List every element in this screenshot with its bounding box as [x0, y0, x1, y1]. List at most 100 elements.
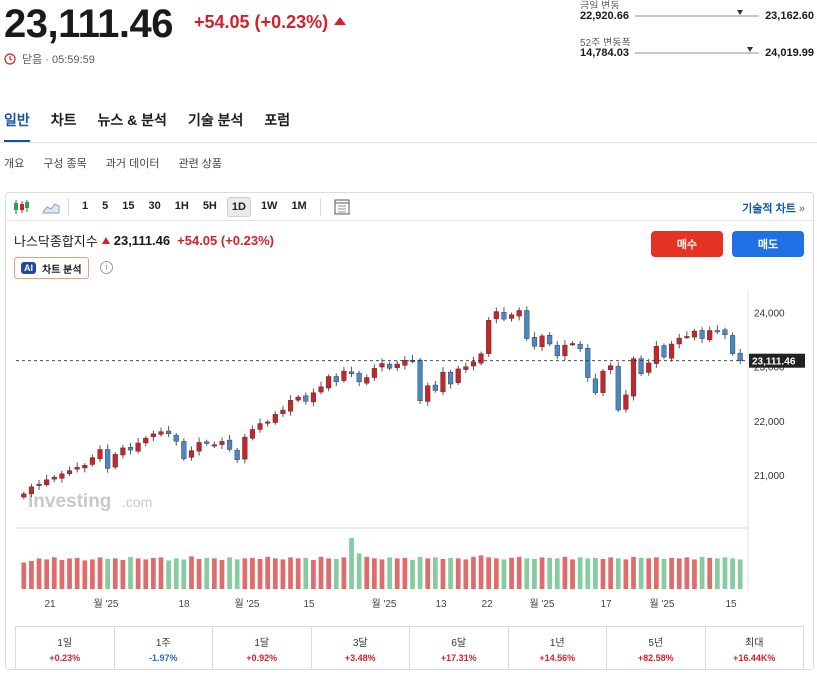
candle-body — [585, 348, 591, 378]
volume-bar — [21, 562, 27, 589]
volume-bar — [448, 557, 453, 589]
market-status: 닫음 · 05:59:59 — [4, 51, 95, 67]
tab-news-analysis[interactable]: 뉴스 & 분석 — [97, 112, 167, 128]
technical-chart-link[interactable]: 기술적 차트 » — [742, 200, 805, 216]
volume-bar — [714, 558, 720, 589]
volume-bar — [105, 558, 111, 589]
subtab-overview[interactable]: 개요 — [4, 158, 25, 170]
volume-bar — [97, 557, 103, 589]
performance-value: +3.48% — [344, 652, 376, 663]
volume-bar — [554, 558, 560, 589]
period-1m-button[interactable]: 1M — [291, 199, 307, 212]
up-arrow-icon — [101, 237, 110, 244]
volume-bar — [333, 558, 339, 589]
volume-bar — [509, 557, 514, 589]
subtab-related-products[interactable]: 관련 상품 — [178, 158, 222, 170]
period-5-button[interactable]: 5 — [102, 199, 109, 212]
period-1d-button[interactable]: 1D — [226, 196, 251, 217]
candle-body — [257, 423, 263, 430]
performance-cell[interactable]: 1일 +0.23% — [16, 627, 115, 669]
volume-bar — [486, 557, 492, 589]
period-30-button[interactable]: 30 — [148, 199, 161, 212]
candle-body — [310, 392, 316, 403]
candle-body — [303, 395, 309, 402]
volume-bar — [463, 559, 469, 589]
performance-cell[interactable]: 3달 +3.48% — [312, 627, 410, 669]
period-1h-button[interactable]: 1H — [174, 199, 189, 212]
candle-body — [356, 372, 362, 383]
volume-bar — [577, 557, 583, 589]
volume-bar — [539, 557, 545, 589]
volume-bar — [730, 558, 735, 589]
performance-cell[interactable]: 1주 -1.97% — [115, 627, 213, 669]
sell-button[interactable]: 매도 — [732, 231, 804, 257]
volume-bar — [737, 559, 743, 589]
day-range-label: 금일 변동 — [580, 1, 620, 9]
period-1w-button[interactable]: 1W — [260, 199, 278, 212]
volume-bar — [532, 558, 537, 589]
candle-body — [364, 377, 370, 384]
last-price-tag — [749, 353, 805, 368]
chart-instrument-name: 나스닥종합지수 — [14, 234, 98, 249]
performance-cell[interactable]: 최대 +16.44K% — [706, 627, 804, 669]
candle-body — [501, 312, 507, 320]
candle-body — [166, 430, 172, 435]
area-chart-icon[interactable] — [40, 196, 62, 218]
week52-range: 52주 변동폭 14,784.03 24,019.99 — [580, 34, 814, 59]
volume-bar — [135, 558, 141, 589]
indicators-icon[interactable] — [331, 196, 353, 218]
performance-value: +14.56% — [539, 652, 576, 663]
candle-body — [333, 376, 339, 383]
candle-body — [150, 433, 156, 438]
candle-body — [402, 360, 408, 366]
performance-period: 1달 — [254, 637, 270, 649]
candlestick-chart-icon[interactable] — [10, 196, 32, 218]
investing-watermark-suffix: .com — [122, 494, 152, 510]
subtab-historical-data[interactable]: 과거 데이터 — [105, 158, 160, 170]
x-axis-tick-label: 월 '25 — [529, 598, 554, 610]
volume-bar — [356, 553, 362, 589]
x-axis-tick-label: 월 '25 — [234, 598, 259, 610]
period-5h-button[interactable]: 5H — [202, 199, 217, 212]
volume-bar — [516, 556, 522, 589]
y-axis-tick-label: 21,000 — [754, 471, 785, 482]
buy-button[interactable]: 매수 — [651, 231, 723, 257]
day-range-marker — [736, 10, 743, 15]
ai-chart-analysis-label: 차트 분석 — [42, 264, 82, 276]
candle-body — [524, 310, 530, 339]
candle-body — [630, 358, 637, 397]
tab-general[interactable]: 일반 — [4, 110, 30, 143]
period-15-button[interactable]: 15 — [122, 199, 135, 212]
volume-bar — [234, 559, 240, 589]
candle-body — [569, 343, 576, 346]
volume-bar — [288, 557, 293, 589]
candle-body — [615, 366, 621, 411]
tab-chart[interactable]: 차트 — [50, 112, 77, 128]
period-1-button[interactable]: 1 — [82, 199, 89, 212]
candle-body — [592, 378, 598, 393]
week52-range-bar — [634, 47, 760, 54]
volume-bar — [51, 557, 57, 589]
performance-cell[interactable]: 1달 +0.92% — [213, 627, 312, 669]
volume-bar — [242, 558, 248, 589]
subtab-components[interactable]: 구성 종목 — [43, 158, 87, 170]
candle-body — [562, 344, 568, 357]
tab-technical-analysis[interactable]: 기술 분석 — [187, 112, 244, 128]
x-axis-tick-label: 18 — [178, 599, 190, 610]
volume-bar — [585, 558, 591, 589]
candle-body — [82, 464, 88, 469]
performance-cell[interactable]: 6달 +17.31% — [410, 627, 509, 669]
volume-bar — [440, 558, 446, 589]
price-chart[interactable]: Investing .com 24,000 23,000 22,000 21,000 23,… — [6, 193, 815, 625]
volume-bar — [250, 557, 255, 589]
performance-cell[interactable]: 1년 +14.56% — [509, 627, 607, 669]
performance-cell[interactable]: 5년 +82.58% — [607, 627, 706, 669]
tab-forum[interactable]: 포럼 — [264, 112, 291, 128]
week52-range-label: 52주 변동폭 — [580, 38, 631, 46]
volume-bar — [570, 559, 575, 589]
performance-period: 6달 — [451, 637, 467, 649]
ai-chart-analysis-button[interactable]: AI 차트 분석 — [14, 257, 89, 279]
volume-bar — [707, 557, 713, 589]
volume-bar — [692, 559, 697, 589]
info-icon[interactable]: i — [100, 261, 113, 274]
